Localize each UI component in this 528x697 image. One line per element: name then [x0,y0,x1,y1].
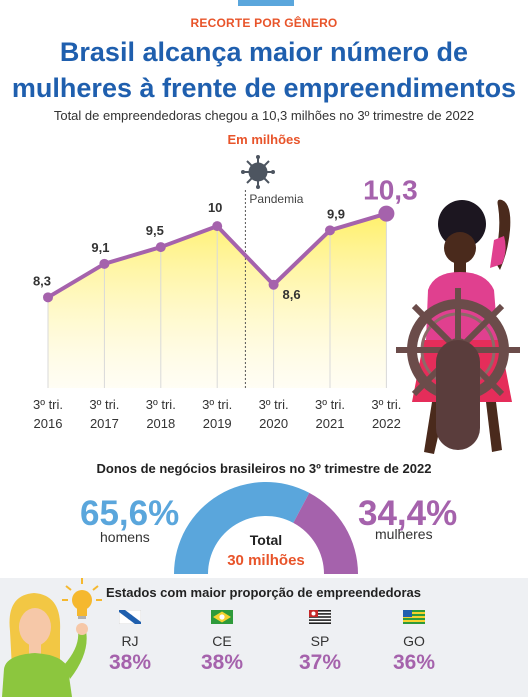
title-line-1: Brasil alcança maior número de [59,37,469,67]
state-code: GO [403,633,425,649]
states-title: Estados com maior proporção de empreende… [106,585,421,600]
x-tick-year: 2019 [203,416,232,431]
data-label: 10 [208,200,222,215]
donut-chart [174,482,358,574]
data-label: 10,3 [363,175,418,206]
x-tick-label: 3º tri. [202,397,232,412]
donut-segment-homens [174,482,310,574]
ce-flag-icon [211,610,233,624]
data-label: 9,5 [146,223,164,238]
businesswoman-illustration [396,199,520,454]
x-tick-label: 3º tri. [89,397,119,412]
data-label: 9,9 [327,206,345,221]
donut-title: Donos de negócios brasileiros no 3º trim… [96,461,432,476]
x-tick-label: 3º tri. [371,397,401,412]
donut-total-label: Total [249,532,283,548]
x-tick-label: 3º tri. [259,397,289,412]
state-rj: RJ 38% [98,609,162,675]
men-percentage: 65,6% [80,494,180,533]
state-sp: SP 37% [288,609,352,675]
women-label: mulheres [375,526,433,542]
page-title: Brasil alcança maior número de mulheres … [0,34,528,106]
kicker: RECORTE POR GÊNERO [190,16,338,30]
x-tick-year: 2021 [316,416,345,431]
data-point [212,221,223,232]
x-tick-label: 3º tri. [146,397,176,412]
donut-segment-mulheres [293,492,358,574]
x-tick-label: 3º tri. [315,397,345,412]
state-go: GO 36% [382,610,446,675]
pandemia-label: Pandemia [249,192,303,206]
x-tick-year: 2017 [90,416,119,431]
data-point [155,242,166,253]
state-percentage: 37% [298,651,342,674]
men-label: homens [100,529,150,545]
data-point [325,225,335,236]
top-accent-bar [238,0,294,6]
title-line-2: mulheres à frente de empreendimentos [11,73,517,103]
donut-total-value: 30 milhões [227,552,305,569]
virus-icon [241,155,275,189]
woman-illustration [2,593,88,697]
sp-flag-icon [308,609,332,625]
go-flag-icon [403,610,425,624]
data-label: 9,1 [91,240,109,255]
data-point [378,205,395,222]
line-chart: Pandemia 8,3 9,1 9,5 10 8,6 9,9 10,3 3º tri. 3º t… [33,155,418,431]
x-tick-year: 2022 [372,416,401,431]
unit-label: Em milhões [227,132,301,147]
state-percentage: 36% [392,651,436,674]
lightbulb-icon [62,578,102,619]
data-point [43,292,53,303]
x-tick-year: 2016 [34,416,63,431]
state-percentage: 38% [108,651,152,674]
data-label: 8,3 [33,273,51,288]
x-tick-year: 2018 [146,416,175,431]
state-code: CE [212,633,232,649]
data-point [99,258,110,269]
data-label: 8,6 [283,287,301,302]
state-ce: CE 38% [190,610,254,675]
women-percentage: 34,4% [358,494,458,533]
subtitle: Total de empreendedoras chegou a 10,3 mi… [53,108,475,123]
state-percentage: 38% [200,651,244,674]
state-code: RJ [121,633,139,649]
data-point [268,279,279,290]
rj-flag-icon [118,609,142,625]
x-tick-label: 3º tri. [33,397,63,412]
x-tick-year: 2020 [259,416,288,431]
state-code: SP [310,633,330,649]
